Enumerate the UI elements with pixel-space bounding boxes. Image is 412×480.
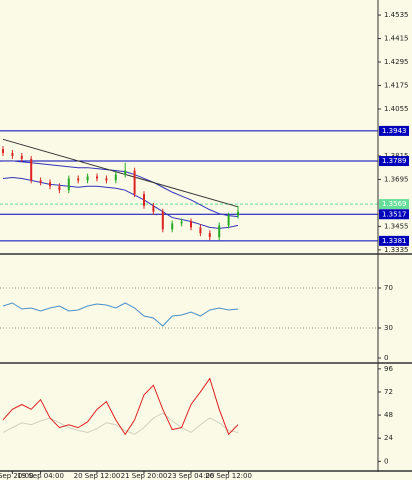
candle-body xyxy=(11,153,14,156)
candle-body xyxy=(30,158,33,181)
y-tick-label: 1.4295 xyxy=(384,58,409,66)
candle-body xyxy=(96,176,98,179)
trendline xyxy=(2,138,239,208)
y-tick-label: 1.4175 xyxy=(384,82,409,90)
candle-body xyxy=(133,170,136,195)
x-tick-label: 20 Sep 12:00 xyxy=(74,472,121,480)
y-tick-label: 0 xyxy=(384,457,388,465)
candle-body xyxy=(152,205,155,212)
y-tick-label: 1.4055 xyxy=(384,105,409,113)
candle-body xyxy=(180,221,183,224)
candle-body xyxy=(161,211,164,230)
level-label: 1.3789 xyxy=(382,157,407,165)
candle-body xyxy=(143,194,145,206)
y-tick-label: 1.4535 xyxy=(384,11,409,19)
level-label-box xyxy=(379,156,409,167)
x-tick-label: 19 Sep 04:00 xyxy=(17,472,64,480)
candle-body xyxy=(199,227,202,234)
moving-average xyxy=(3,160,239,218)
candle-body xyxy=(227,215,230,226)
y-tick-label: 1.3335 xyxy=(384,246,409,254)
y-tick-label: 1.3815 xyxy=(384,152,409,160)
level-label-box xyxy=(379,209,409,220)
candle-body xyxy=(114,174,117,181)
y-tick-label: 72 xyxy=(384,388,393,396)
x-tick-label: 8 Sep 20:00 xyxy=(0,472,34,480)
y-tick-label: 96 xyxy=(384,365,393,373)
level-label: 1.3381 xyxy=(382,237,407,245)
x-tick-label: 23 Sep 04:00 xyxy=(168,472,215,480)
candle-body xyxy=(171,223,174,230)
level-label-box xyxy=(379,125,409,136)
y-tick-label: 1.3455 xyxy=(384,222,409,230)
y-tick-label: 70 xyxy=(384,284,393,292)
level-label: 1.3517 xyxy=(382,210,407,218)
candle-body xyxy=(237,211,239,216)
level-label: 1.3943 xyxy=(382,127,407,135)
candle-body xyxy=(208,233,211,238)
level-label-box xyxy=(379,235,409,246)
y-tick-label: 1.3695 xyxy=(384,175,409,183)
candle-body xyxy=(58,186,61,191)
x-tick-label: 26 Sep 12:00 xyxy=(205,472,252,480)
candle-body xyxy=(39,180,42,183)
y-tick-label: 48 xyxy=(384,411,393,419)
y-tick-label: 1.4415 xyxy=(384,35,409,43)
level-label-box xyxy=(379,199,409,210)
candle-body xyxy=(2,149,4,154)
y-tick-label: 30 xyxy=(384,324,393,332)
candle-body xyxy=(190,221,192,228)
candle-body xyxy=(49,182,51,187)
indicator-line xyxy=(2,302,239,327)
candle-body xyxy=(67,178,70,191)
indicator-line xyxy=(2,377,239,436)
candle-body xyxy=(77,178,80,181)
y-tick-label: 24 xyxy=(384,434,393,442)
candle-body xyxy=(20,155,23,159)
y-tick-label: 0 xyxy=(384,354,388,362)
moving-average xyxy=(2,176,239,229)
candle-body xyxy=(86,176,89,181)
candle-body xyxy=(218,225,221,238)
candle-body xyxy=(105,178,108,181)
x-tick-label: 21 Sep 20:00 xyxy=(121,472,168,480)
level-label: 1.3569 xyxy=(382,200,407,208)
candle-body xyxy=(124,170,127,175)
